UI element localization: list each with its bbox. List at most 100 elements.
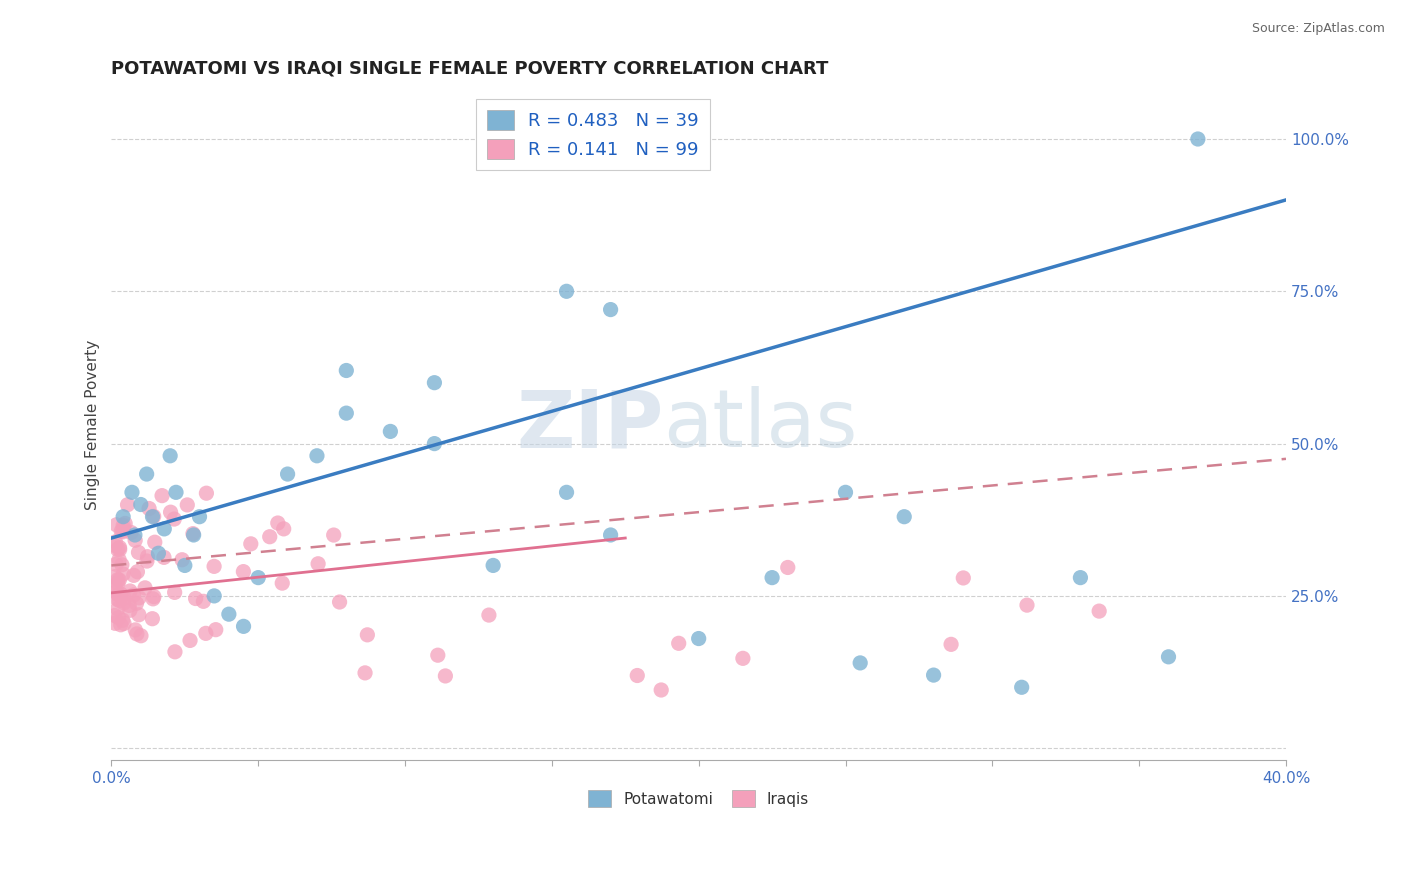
Point — [128, 591, 150, 605]
Point — [121, 485, 143, 500]
Point — [184, 591, 207, 606]
Point — [555, 285, 578, 299]
Point — [232, 619, 254, 633]
Point — [118, 603, 141, 617]
Point — [1069, 571, 1091, 585]
Point — [194, 626, 217, 640]
Point — [135, 467, 157, 481]
Point — [142, 590, 165, 604]
Point — [124, 623, 146, 637]
Point — [105, 592, 128, 607]
Point — [688, 632, 710, 646]
Point — [127, 545, 149, 559]
Point — [104, 570, 127, 584]
Point — [112, 509, 135, 524]
Point — [202, 559, 225, 574]
Point — [107, 542, 129, 557]
Point — [112, 616, 135, 631]
Point — [142, 509, 165, 524]
Point — [112, 596, 135, 610]
Point — [107, 573, 129, 587]
Point — [188, 509, 211, 524]
Point — [104, 608, 127, 623]
Point — [112, 518, 135, 533]
Point — [922, 668, 945, 682]
Point — [668, 636, 690, 650]
Point — [141, 612, 163, 626]
Point — [112, 591, 135, 605]
Text: atlas: atlas — [664, 386, 858, 465]
Point — [159, 505, 181, 519]
Point — [193, 594, 215, 608]
Point — [599, 302, 621, 317]
Point — [111, 524, 134, 539]
Point — [163, 585, 186, 599]
Point — [108, 541, 131, 555]
Point — [129, 498, 152, 512]
Point — [104, 539, 127, 553]
Point — [626, 668, 648, 682]
Point — [218, 607, 240, 622]
Point — [356, 628, 378, 642]
Point — [127, 565, 149, 579]
Point — [952, 571, 974, 585]
Point — [1015, 598, 1038, 612]
Point — [939, 637, 962, 651]
Point — [108, 593, 131, 607]
Point — [111, 613, 134, 627]
Point — [141, 509, 163, 524]
Point — [555, 485, 578, 500]
Text: Source: ZipAtlas.com: Source: ZipAtlas.com — [1251, 22, 1385, 36]
Point — [176, 498, 198, 512]
Point — [834, 485, 856, 500]
Point — [124, 528, 146, 542]
Point — [239, 537, 262, 551]
Point — [1011, 680, 1033, 694]
Legend: Potawatomi, Iraqis: Potawatomi, Iraqis — [582, 784, 815, 813]
Point — [1088, 604, 1111, 618]
Point — [112, 567, 135, 582]
Point — [195, 486, 218, 500]
Point — [307, 557, 329, 571]
Point — [181, 526, 204, 541]
Point — [107, 576, 129, 591]
Point — [125, 627, 148, 641]
Point — [107, 601, 129, 615]
Point — [172, 553, 194, 567]
Text: POTAWATOMI VS IRAQI SINGLE FEMALE POVERTY CORRELATION CHART: POTAWATOMI VS IRAQI SINGLE FEMALE POVERT… — [111, 60, 828, 78]
Point — [335, 363, 357, 377]
Point — [111, 558, 134, 572]
Point — [380, 425, 402, 439]
Y-axis label: Single Female Poverty: Single Female Poverty — [86, 340, 100, 510]
Point — [247, 571, 270, 585]
Point — [125, 596, 148, 610]
Point — [849, 656, 872, 670]
Point — [426, 648, 449, 663]
Point — [335, 406, 357, 420]
Point — [118, 599, 141, 613]
Point — [267, 516, 290, 530]
Point — [423, 436, 446, 450]
Point — [128, 607, 150, 622]
Point — [277, 467, 299, 481]
Point — [434, 669, 457, 683]
Point — [179, 633, 201, 648]
Point — [104, 534, 127, 549]
Point — [110, 617, 132, 632]
Point — [108, 552, 131, 566]
Point — [1157, 649, 1180, 664]
Point — [165, 485, 187, 500]
Point — [142, 591, 165, 606]
Point — [204, 623, 226, 637]
Point — [423, 376, 446, 390]
Point — [173, 558, 195, 573]
Point — [108, 573, 131, 587]
Point — [776, 560, 799, 574]
Point — [273, 522, 295, 536]
Point — [134, 581, 156, 595]
Point — [122, 588, 145, 602]
Point — [259, 530, 281, 544]
Point — [117, 498, 139, 512]
Point — [150, 489, 173, 503]
Point — [731, 651, 754, 665]
